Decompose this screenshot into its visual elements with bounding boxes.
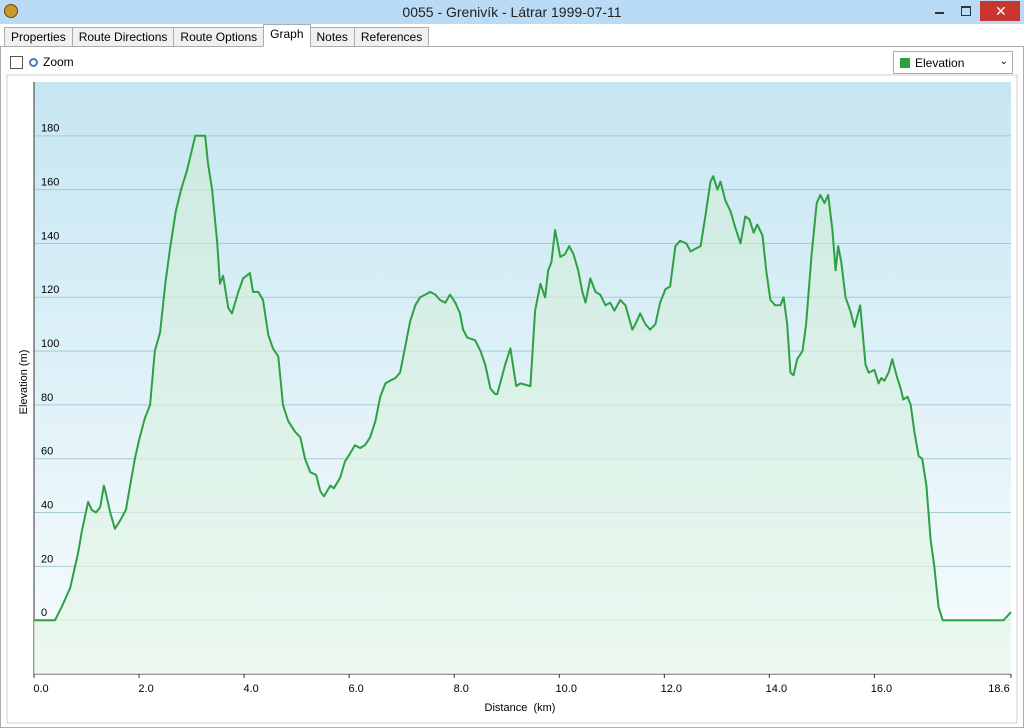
tab[interactable]: References [353,27,430,47]
x-tick-label: 6.0 [349,683,364,695]
tab-strip: Properties Route Directions Route Options G… [4,24,430,47]
y-tick-label: 180 [41,123,59,135]
y-tick-label: 0 [41,607,47,619]
legend-label: Elevation [915,55,965,70]
y-tick-label: 80 [41,392,53,404]
minimize-button[interactable] [926,1,952,21]
y-tick-label: 40 [41,499,53,511]
series-dropdown[interactable]: Elevation ⌄ [893,51,1013,74]
x-tick-label: 8.0 [454,683,469,695]
y-tick-label: 60 [41,446,53,458]
dropdown-arrow: ⌄ [999,56,1008,67]
zoom-label: Zoom [43,55,74,69]
tab[interactable]: Properties [4,27,73,47]
y-tick-label: 160 [41,177,59,189]
x-tick-label: 12.0 [661,683,682,695]
x-tick-label: 2.0 [138,683,153,695]
x-tick-label: 14.0 [766,683,787,695]
x-axis-label: Distance (km) [485,702,556,714]
title-bar: 0055 - Grenivík - Látrar 1999-07-11 ✕ [0,0,1024,24]
y-tick-label: 20 [41,553,53,565]
x-tick-label: 10.0 [556,683,577,695]
tab[interactable]: Notes [309,27,355,47]
x-tick-label: 18.6 [988,683,1009,695]
x-tick-label: 16.0 [871,683,892,695]
x-tick-label: 4.0 [243,683,258,695]
restore-button[interactable] [952,1,978,21]
window-title: 0055 - Grenivík - Látrar 1999-07-11 [402,4,622,20]
zoom-icon [29,57,38,67]
checkbox[interactable] [10,55,23,69]
y-axis-label: Elevation (m) [18,350,30,415]
x-tick-label: 0.0 [33,683,48,695]
tab[interactable]: Route Options [173,27,265,47]
y-tick-label: 120 [41,284,59,296]
y-tick-label: 100 [41,338,59,350]
close-button[interactable]: ✕ [980,1,1020,21]
line [34,134,1012,622]
y-tick-label: 140 [41,230,59,242]
area [34,135,1011,675]
tab[interactable]: Route Directions [71,27,175,47]
zoom-toggle[interactable]: Zoom [10,55,74,69]
legend-swatch [900,57,910,68]
tab[interactable]: Graph [263,24,311,47]
app-icon [4,4,18,18]
